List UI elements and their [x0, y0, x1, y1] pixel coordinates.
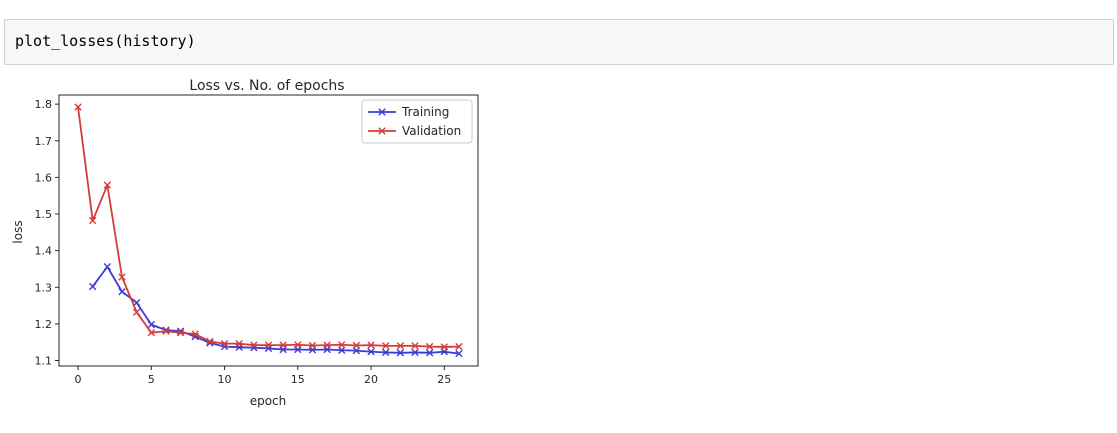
chart-title: Loss vs. No. of epochs	[189, 78, 344, 94]
y-tick-label: 1.4	[35, 245, 53, 258]
training-point	[367, 348, 375, 356]
training-point	[411, 348, 419, 357]
validation-point	[162, 327, 170, 335]
training-point	[89, 282, 97, 291]
legend-validation-marker	[378, 127, 386, 135]
y-tick-label: 1.1	[35, 355, 53, 368]
validation-point	[74, 103, 82, 111]
validation-point	[118, 273, 126, 281]
training-line	[91, 265, 460, 355]
validation-point	[206, 337, 214, 346]
validation-point	[147, 328, 155, 337]
validation-point	[308, 341, 317, 350]
validation-point	[440, 343, 448, 351]
validation-point	[382, 342, 390, 350]
training-point	[147, 320, 155, 329]
x-tick-label: 10	[218, 373, 232, 386]
validation-point	[264, 341, 273, 349]
validation-point	[411, 342, 419, 350]
x-tick-label: 5	[148, 373, 155, 386]
series-layer	[74, 103, 463, 358]
x-axis: 0 5 10 15 20 25	[75, 366, 451, 386]
x-tick-label: 25	[437, 373, 451, 386]
cell-output: Loss vs. No. of epochs 0 5 10 15 20 25 1.1 1.2…	[0, 66, 1117, 428]
validation-point	[323, 341, 331, 349]
validation-point	[235, 339, 243, 348]
training-point	[118, 287, 126, 296]
y-axis-label: loss	[11, 220, 25, 243]
loss-chart: Loss vs. No. of epochs 0 5 10 15 20 25 1.1 1.2…	[11, 78, 479, 408]
training-point	[338, 346, 346, 354]
validation-point	[191, 330, 199, 338]
validation-point	[367, 341, 375, 349]
validation-point	[103, 181, 112, 189]
plot-frame	[58, 94, 479, 367]
x-tick-label: 15	[291, 373, 305, 386]
x-tick-label: 0	[75, 373, 82, 386]
legend: Training Validation	[361, 99, 473, 144]
training-point	[396, 349, 405, 357]
x-axis-label: epoch	[250, 394, 287, 408]
legend-training-marker	[378, 108, 386, 116]
validation-point	[279, 341, 287, 349]
y-tick-label: 1.8	[35, 98, 53, 111]
training-point	[425, 349, 434, 357]
legend-box	[361, 99, 473, 144]
training-point	[382, 348, 390, 357]
code-cell[interactable]: plot_losses(history)	[4, 19, 1114, 65]
validation-point	[294, 341, 302, 349]
legend-validation-label: Validation	[402, 124, 461, 138]
validation-point	[132, 308, 141, 316]
validation-point	[250, 341, 258, 349]
validation-point	[455, 342, 463, 351]
validation-series	[74, 103, 463, 351]
y-tick-label: 1.7	[35, 135, 53, 148]
y-tick-label: 1.3	[35, 281, 53, 294]
y-tick-label: 1.2	[35, 318, 53, 331]
validation-point	[352, 341, 361, 350]
validation-point	[396, 342, 405, 350]
y-tick-label: 1.6	[35, 171, 53, 184]
validation-point	[338, 341, 346, 349]
code-input[interactable]: plot_losses(history)	[15, 32, 196, 50]
validation-point	[89, 216, 97, 225]
validation-point	[220, 339, 229, 348]
y-axis: 1.1 1.2 1.3 1.4 1.5 1.6 1.7 1.8	[35, 98, 59, 368]
training-point	[455, 349, 463, 358]
y-tick-label: 1.5	[35, 208, 53, 221]
validation-point	[176, 328, 185, 337]
validation-point	[425, 342, 434, 351]
legend-training-label: Training	[401, 105, 449, 119]
x-tick-label: 20	[364, 373, 378, 386]
training-series	[89, 263, 463, 358]
training-point	[103, 263, 112, 271]
